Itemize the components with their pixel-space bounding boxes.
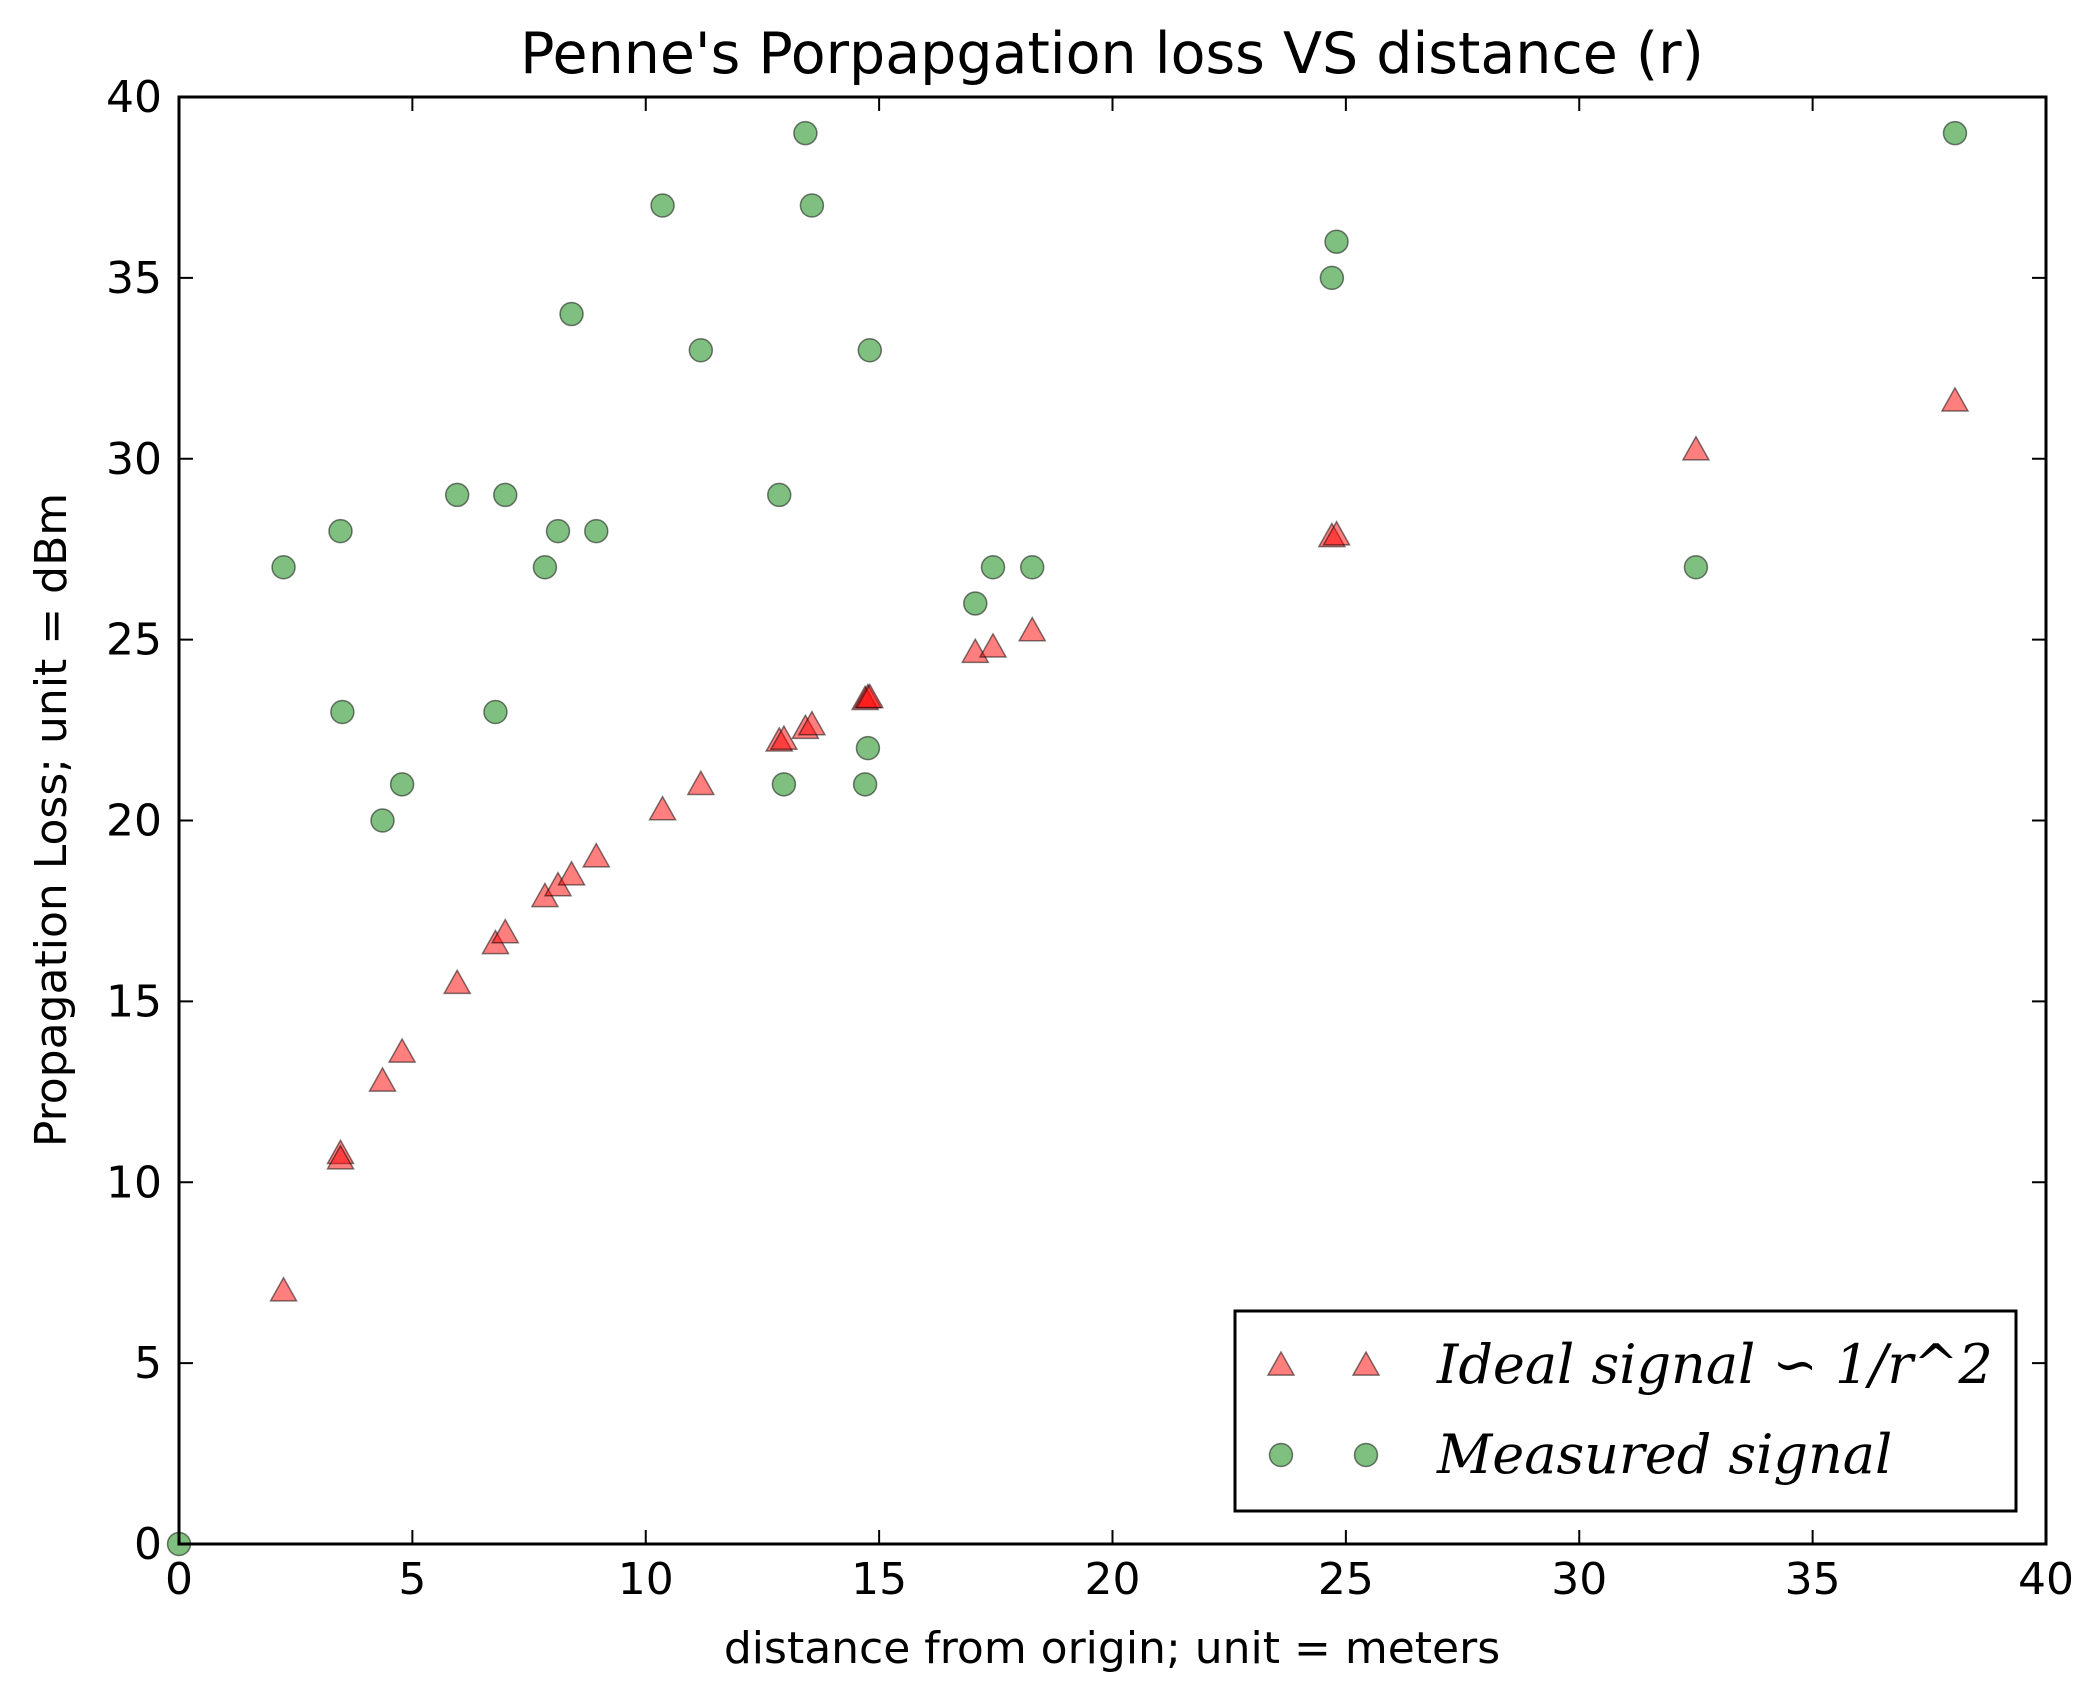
y-tick-label: 10 bbox=[106, 1157, 162, 1208]
measured-signal-point bbox=[444, 482, 470, 508]
x-tick-label: 35 bbox=[1785, 1554, 1841, 1605]
x-tick-label: 20 bbox=[1085, 1554, 1141, 1605]
ideal-signal-point bbox=[686, 769, 716, 796]
legend-measured-marker bbox=[1353, 1442, 1379, 1468]
ideal-signal-point bbox=[326, 1144, 355, 1170]
measured-signal-point bbox=[389, 772, 415, 797]
measured-signal-point bbox=[650, 193, 675, 218]
x-tick-label: 5 bbox=[398, 1554, 426, 1605]
measured-signal-point bbox=[963, 591, 988, 616]
ideal-signal-point bbox=[1322, 520, 1351, 546]
measured-signal-point bbox=[1019, 555, 1045, 580]
ideal-signal-point bbox=[1681, 435, 1711, 461]
y-tick-label: 25 bbox=[106, 615, 162, 666]
measured-signal-point bbox=[483, 699, 508, 725]
x-axis-label: distance from origin; unit = meters bbox=[724, 1623, 1500, 1674]
ideal-signal-point bbox=[269, 1276, 298, 1302]
ideal-signal-point bbox=[1940, 386, 1970, 412]
measured-signal-point bbox=[493, 482, 518, 508]
axis-ticks: 0 5 10 15 20 25 30 35 40 0 5 10 15 20 25 30 35 40 bbox=[106, 72, 2074, 1605]
x-tick-label: 30 bbox=[1551, 1554, 1607, 1605]
measured-signal-point bbox=[793, 120, 818, 146]
legend-ideal-marker bbox=[1266, 1350, 1296, 1376]
ideal-signal-point bbox=[769, 724, 799, 750]
measured-signal-point bbox=[980, 555, 1006, 580]
y-tick-label: 20 bbox=[106, 796, 162, 847]
x-tick-label: 40 bbox=[2018, 1554, 2074, 1605]
chart-title: Penne's Porpapgation loss VS distance (r… bbox=[520, 21, 1704, 87]
y-tick-label: 0 bbox=[134, 1519, 162, 1570]
ideal-signal-point bbox=[855, 682, 885, 709]
y-tick-label: 30 bbox=[106, 434, 162, 485]
measured-signal-point bbox=[855, 735, 881, 761]
measured-signal-point bbox=[559, 301, 584, 327]
measured-signal-point bbox=[1683, 555, 1709, 580]
x-tick-label: 25 bbox=[1318, 1554, 1374, 1605]
measured-signal-point bbox=[1324, 229, 1349, 254]
x-tick-label: 15 bbox=[851, 1554, 907, 1605]
measured-signal-point bbox=[799, 193, 825, 218]
ideal-signal-point bbox=[557, 860, 586, 886]
y-axis-label: Propagation Loss; unit = dBm bbox=[26, 493, 77, 1147]
legend-measured-marker bbox=[1268, 1442, 1294, 1468]
legend-ideal-marker bbox=[1351, 1350, 1381, 1376]
measured-signal-point bbox=[1942, 120, 1968, 146]
measured-signal-point bbox=[584, 518, 609, 544]
x-tick-label: 0 bbox=[165, 1554, 193, 1605]
ideal-signal-point bbox=[1017, 616, 1047, 642]
ideal-signal-point bbox=[978, 632, 1008, 658]
measured-signal-point bbox=[766, 482, 792, 508]
legend-frame bbox=[1233, 1309, 2018, 1513]
legend-measured-label: Measured signal bbox=[1436, 1423, 1892, 1486]
legend-ideal-label: Ideal signal ∽ 1/r^2 bbox=[1436, 1333, 1993, 1396]
measured-signal-point bbox=[1319, 265, 1345, 291]
measured-signal-point bbox=[330, 699, 355, 725]
x-tick-label: 10 bbox=[618, 1554, 674, 1605]
measured-signal-point bbox=[545, 518, 571, 544]
ideal-signal-point bbox=[442, 968, 472, 995]
y-tick-label: 15 bbox=[106, 976, 162, 1027]
measured-signal-point bbox=[328, 518, 353, 544]
measured-signal-point bbox=[852, 772, 878, 797]
ideal-signal-point bbox=[797, 710, 827, 736]
ideal-signal-point bbox=[387, 1037, 417, 1063]
ideal-signal-point bbox=[368, 1066, 397, 1092]
measured-signal-point bbox=[271, 555, 296, 580]
ideal-signal-point bbox=[648, 795, 677, 821]
plot-area bbox=[179, 97, 2046, 1544]
measured-signal-point bbox=[771, 772, 797, 797]
y-tick-label: 40 bbox=[106, 72, 162, 123]
ideal-signal-point bbox=[581, 842, 611, 868]
ideal-signal-point bbox=[490, 918, 520, 944]
measured-signal-point bbox=[532, 555, 558, 580]
measured-signal-point bbox=[370, 808, 395, 833]
measured-signal-point bbox=[857, 337, 883, 363]
measured-signal-point bbox=[688, 337, 714, 363]
legend: Ideal signal ∽ 1/r^2 Measured signal bbox=[1233, 1309, 2018, 1513]
data-points bbox=[166, 120, 1970, 1557]
y-tick-label: 5 bbox=[134, 1338, 162, 1389]
y-tick-label: 35 bbox=[106, 253, 162, 304]
